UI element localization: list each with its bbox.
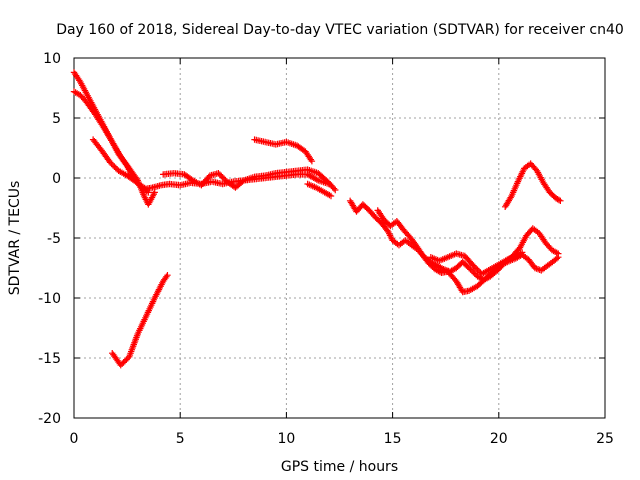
data-point: [121, 357, 129, 365]
series-arc-2: [70, 88, 158, 208]
data-point: [163, 273, 170, 280]
series-arc-6: [304, 180, 335, 200]
series-arc-11: [109, 272, 171, 369]
y-tick-label: 10: [43, 51, 61, 67]
data-point: [555, 196, 563, 204]
data-point: [118, 360, 126, 367]
data-point: [330, 185, 338, 192]
data-points: [70, 69, 564, 369]
data-point: [218, 172, 225, 180]
data-point: [518, 249, 526, 256]
data-point: [467, 266, 474, 273]
x-tick-label: 0: [70, 431, 79, 447]
data-point: [471, 263, 478, 271]
data-point: [220, 175, 228, 182]
data-point: [557, 197, 564, 204]
data-point: [111, 163, 118, 170]
data-point: [470, 262, 477, 269]
data-point: [112, 164, 119, 172]
data-point: [216, 171, 224, 178]
y-axis-label: SDTVAR / TECUs: [7, 181, 23, 296]
data-point: [106, 159, 114, 166]
data-point: [123, 356, 130, 363]
data-point: [109, 162, 117, 169]
x-tick-label: 20: [490, 431, 508, 447]
data-point: [215, 170, 222, 177]
data-point: [332, 186, 339, 194]
chart-title: Day 160 of 2018, Sidereal Day-to-day VTE…: [56, 22, 624, 38]
x-tick-label: 25: [596, 431, 614, 447]
data-point: [117, 362, 124, 369]
data-point: [120, 359, 127, 366]
y-tick-label: -20: [38, 411, 61, 427]
data-point: [108, 160, 115, 167]
data-point: [327, 192, 335, 200]
data-point: [470, 269, 477, 276]
y-tick-label: 5: [52, 111, 61, 127]
data-point: [474, 266, 481, 273]
data-point: [475, 268, 483, 275]
data-point: [553, 255, 561, 262]
data-point: [308, 158, 316, 165]
series-arc-8: [374, 207, 562, 296]
x-tick-label: 5: [176, 431, 185, 447]
data-point: [164, 272, 171, 279]
data-point: [468, 267, 476, 274]
series-arc-3: [89, 136, 152, 196]
data-point: [555, 254, 562, 261]
data-point: [219, 174, 226, 181]
y-tick-label: -15: [38, 351, 61, 367]
data-point: [465, 264, 473, 272]
y-tick-label: 0: [52, 171, 61, 187]
x-axis-label: GPS time / hours: [281, 459, 398, 475]
data-point: [313, 176, 320, 183]
y-tick-label: -10: [38, 291, 61, 307]
series-arc-4: [160, 166, 339, 194]
x-tick-label: 15: [384, 431, 402, 447]
series-arc-5: [251, 136, 316, 165]
y-tick-label: -5: [47, 231, 61, 247]
data-point: [471, 270, 478, 277]
data-point: [151, 189, 158, 196]
series-arc-9: [427, 249, 526, 278]
data-point: [472, 265, 480, 272]
series-arc-10: [501, 160, 564, 210]
axis-ticks: 0 5 10 15 20 25 -20 -15 -10 -5 0 5 10: [38, 51, 614, 447]
data-point: [145, 189, 152, 196]
x-tick-label: 10: [277, 431, 295, 447]
